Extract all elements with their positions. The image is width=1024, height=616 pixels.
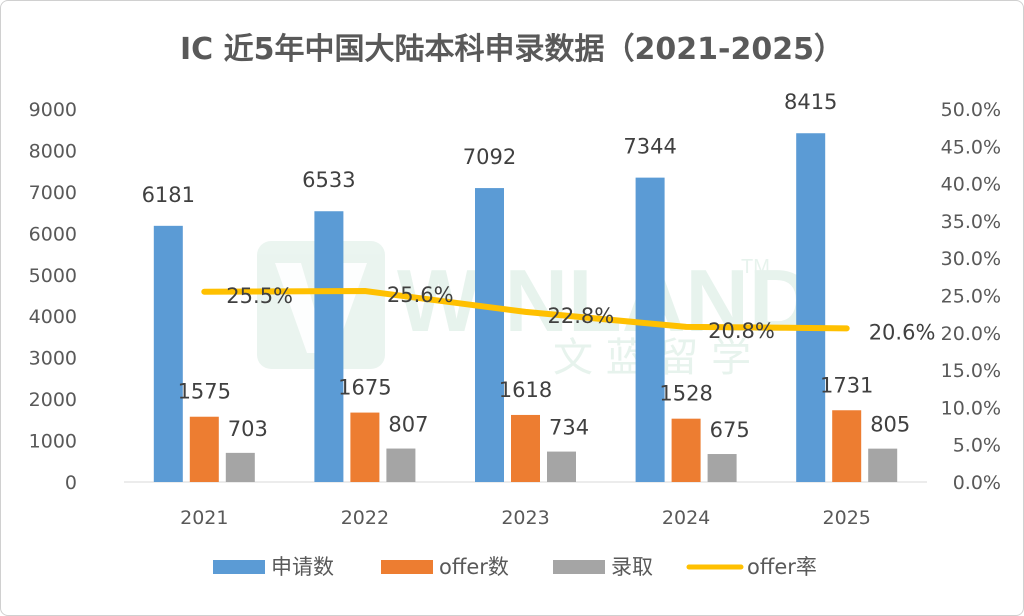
data-label: 22.8% — [548, 304, 615, 328]
data-label: 6533 — [302, 168, 355, 192]
bar — [635, 177, 665, 482]
legend: 申请数 offer数 录取 offer率 — [213, 555, 817, 579]
watermark-text: WINLAND — [397, 251, 812, 350]
bar — [189, 416, 219, 482]
bar — [707, 454, 737, 482]
data-label: 703 — [228, 417, 268, 441]
y-right-tick-label: 15.0% — [941, 360, 1001, 382]
bar-series — [153, 133, 898, 483]
data-label: 1575 — [178, 380, 231, 404]
bar — [868, 448, 898, 482]
legend-label: 录取 — [611, 555, 653, 579]
data-labels: 6181 6533 7092 7344 8415 1575 1675 1618 1528 1731… — [142, 90, 936, 442]
x-axis: 2021 2022 2023 2024 2025 — [180, 507, 871, 529]
chart-title: IC 近5年中国大陆本科申录数据（2021-2025） — [180, 32, 844, 67]
y-right-tick-label: 35.0% — [941, 211, 1001, 233]
data-label: 7344 — [623, 135, 676, 159]
bar — [153, 225, 183, 482]
data-label: 6181 — [142, 183, 195, 207]
data-label: 1528 — [659, 382, 712, 406]
watermark: WINLAND TM 文 蓝 留 学 — [257, 241, 812, 381]
data-label: 807 — [388, 413, 428, 437]
bar — [511, 414, 540, 482]
y-left-tick-label: 3000 — [29, 348, 77, 370]
data-label: 25.5% — [226, 284, 293, 308]
x-tick-label: 2021 — [180, 507, 228, 529]
x-tick-label: 2024 — [662, 507, 710, 529]
bar — [547, 451, 576, 482]
data-label: 20.6% — [869, 320, 936, 344]
y-left-tick-label: 1000 — [29, 431, 77, 453]
data-label: 8415 — [784, 90, 837, 114]
y-right-tick-label: 30.0% — [941, 248, 1001, 270]
legend-label: offer数 — [439, 555, 509, 579]
x-tick-label: 2025 — [823, 507, 871, 529]
bar — [386, 448, 416, 482]
legend-label: 申请数 — [271, 555, 334, 579]
data-label: 20.8% — [708, 319, 775, 343]
y-left-tick-label: 7000 — [29, 182, 77, 204]
bar — [796, 133, 826, 482]
y-left-tick-label: 5000 — [29, 265, 77, 287]
y-right-tick-label: 45.0% — [941, 136, 1001, 158]
y-right-tick-label: 20.0% — [941, 323, 1001, 345]
data-label: 734 — [549, 416, 589, 440]
y-right-tick-label: 10.0% — [941, 397, 1001, 419]
bar — [475, 188, 504, 483]
data-label: 7092 — [463, 145, 516, 169]
bar — [832, 410, 862, 482]
y-right-tick-label: 50.0% — [941, 99, 1001, 121]
legend-label: offer率 — [747, 555, 817, 579]
legend-swatch — [213, 560, 265, 574]
data-label: 805 — [870, 413, 910, 437]
x-tick-label: 2023 — [501, 507, 549, 529]
data-label: 1675 — [338, 376, 391, 400]
y-axis-left: 0 1000 2000 3000 4000 5000 6000 7000 8000 9000 — [29, 99, 77, 494]
y-right-tick-label: 25.0% — [941, 286, 1001, 308]
line-series — [201, 288, 850, 332]
bar — [225, 452, 255, 482]
x-tick-label: 2022 — [341, 507, 389, 529]
legend-swatch — [553, 560, 605, 574]
watermark-trademark: TM — [741, 256, 770, 278]
y-axis-right: 0.0% 5.0% 10.0% 15.0% 20.0% 25.0% 30.0% 35.0% 40… — [941, 99, 1001, 494]
y-left-tick-label: 0 — [65, 472, 77, 494]
bar — [314, 211, 344, 482]
y-left-tick-label: 8000 — [29, 140, 77, 162]
bar — [350, 412, 380, 482]
y-left-tick-label: 6000 — [29, 223, 77, 245]
y-left-tick-label: 4000 — [29, 306, 77, 328]
y-right-tick-label: 5.0% — [953, 435, 1001, 457]
y-left-tick-label: 2000 — [29, 389, 77, 411]
y-right-tick-label: 0.0% — [953, 472, 1001, 494]
data-label: 675 — [710, 418, 750, 442]
y-left-tick-label: 9000 — [29, 99, 77, 121]
bar — [671, 418, 701, 482]
series-line — [201, 288, 850, 332]
data-label: 25.6% — [387, 283, 454, 307]
data-label: 1731 — [820, 373, 873, 397]
data-label: 1618 — [499, 378, 552, 402]
watermark-logo-mark — [275, 263, 367, 353]
y-right-tick-label: 40.0% — [941, 174, 1001, 196]
legend-swatch — [381, 560, 433, 574]
